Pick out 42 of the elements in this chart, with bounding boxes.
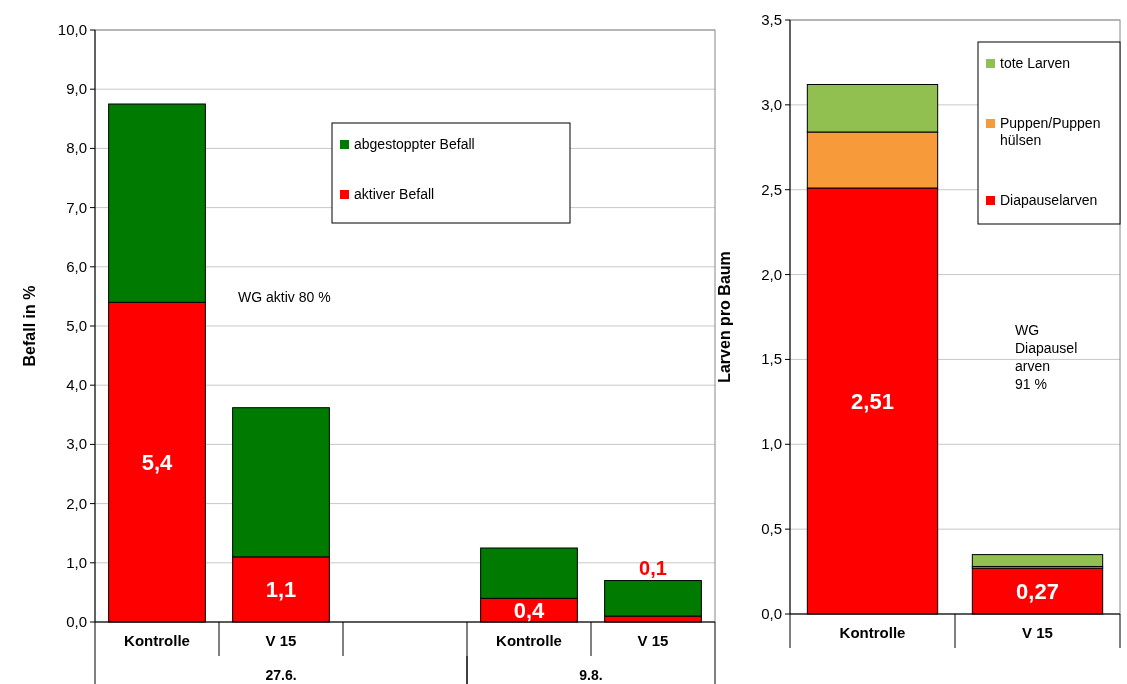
y-tick-label: 1,0	[66, 553, 87, 571]
y-tick-label: 7,0	[66, 198, 87, 216]
y-tick-label: 9,0	[66, 80, 87, 98]
y-tick-label: 1,5	[761, 350, 782, 368]
annotation: WG aktiv 80 %	[238, 289, 331, 305]
y-tick-label: 1,0	[761, 435, 782, 453]
y-tick-label: 0,0	[66, 613, 87, 630]
x-tick-label: V 15	[637, 632, 669, 649]
text: 9.8.	[579, 667, 603, 683]
legend-label: tote Larven	[1000, 55, 1071, 71]
y-tick-label: 6,0	[66, 257, 87, 275]
legend-label: Diapauselarven	[1000, 192, 1098, 208]
y-tick-label: 2,0	[66, 494, 87, 512]
y-axis-title: Larven pro Baum	[716, 251, 733, 383]
y-tick-label: 3,0	[66, 435, 87, 453]
y-tick-label: 3,5	[761, 11, 782, 28]
y-tick-label: 10,0	[57, 21, 87, 38]
data-label: 5,4	[141, 450, 174, 476]
x-tick-label: V 15	[265, 632, 297, 649]
y-tick-label: 3,0	[761, 95, 782, 113]
data-label: 2,51	[851, 389, 894, 415]
y-tick-label: 2,0	[761, 265, 782, 283]
y-tick-label: 2,5	[761, 180, 782, 198]
y-tick-label: 0,5	[761, 520, 782, 538]
data-label: 0,1	[639, 556, 667, 579]
data-label: 0,4	[513, 598, 546, 624]
legend-label: aktiver Befall	[354, 186, 435, 202]
x-tick-label: Kontrolle	[124, 632, 190, 649]
data-label: 1,1	[265, 577, 297, 603]
data-label: 0,27	[1016, 579, 1059, 605]
x-tick-label: Kontrolle	[496, 632, 562, 649]
legend-label: Puppen/Puppen hülsen	[1000, 115, 1101, 148]
text: 27.6.	[265, 667, 297, 683]
y-tick-label: 0,0	[761, 605, 782, 622]
y-axis-title: Befall in %	[21, 285, 38, 367]
y-tick-label: 4,0	[66, 376, 87, 394]
y-tick-label: 8,0	[66, 139, 87, 157]
annotation: WG Diapausel arven 91 %	[1015, 322, 1078, 392]
legend-label: abgestoppter Befall	[354, 136, 475, 152]
y-tick-label: 5,0	[66, 317, 87, 334]
x-tick-label: Kontrolle	[839, 624, 906, 641]
x-tick-label: V 15	[1022, 624, 1053, 641]
